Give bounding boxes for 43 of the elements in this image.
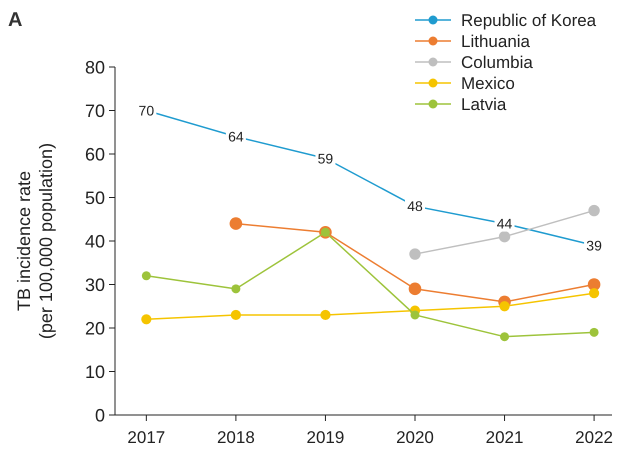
data-label: 64 [228,128,244,144]
point [141,314,152,324]
point [230,217,242,230]
data-label: 59 [318,150,334,166]
y-tick-label: 0 [94,405,105,426]
point [499,301,510,312]
point [410,310,420,320]
x-tick-label: 2017 [127,428,166,447]
data-label: 39 [586,237,602,254]
y-tick-label: 50 [84,188,105,208]
y-tick-label: 80 [84,57,105,78]
point [500,332,510,342]
data-label: 48 [407,198,423,214]
data-label: 44 [496,216,513,232]
point [498,230,510,242]
point [142,271,151,280]
text: A [8,9,22,31]
x-tick-label: 2020 [396,428,434,447]
point [231,284,240,294]
legend-label: Latvia [461,94,507,114]
y-tick-label: 70 [84,100,105,121]
x-tick-label: 2021 [486,428,524,447]
legend-label: Mexico [461,74,515,93]
y-tick-label: 30 [84,274,105,295]
y-tick-label: 10 [84,362,105,382]
legend-label: Columbia [461,52,534,72]
y-tick-label: 60 [84,144,105,164]
y-axis-title: TB incidence rate (per 100,000 population) [14,142,56,340]
point [590,328,599,337]
y-tick-label: 20 [84,318,105,338]
point [588,288,600,298]
x-tick-label: 2018 [216,428,255,447]
data-label: 70 [138,102,154,118]
point [588,204,600,216]
point [408,282,422,296]
point [230,310,241,320]
point [409,248,421,260]
x-tick-label: 2022 [575,428,614,447]
point [320,310,331,320]
legend-label: Lithuania [461,32,531,51]
legend-label: Republic of Korea [461,10,597,30]
x-tick-label: 2019 [306,428,344,447]
y-tick-label: 40 [84,231,105,252]
